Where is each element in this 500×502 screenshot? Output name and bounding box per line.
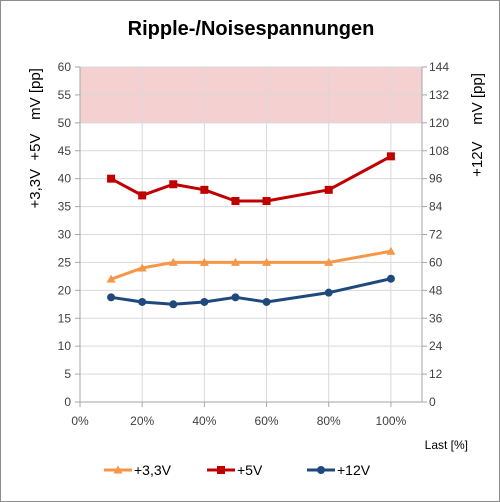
y-tick-label-left: 5 — [64, 367, 71, 381]
series-line-33v — [110, 249, 392, 281]
data-point-12v — [262, 297, 271, 306]
x-tick-label: 80% — [317, 414, 341, 428]
y-tick-label-right: 120 — [429, 116, 449, 130]
legend-label-5v: +5V — [237, 462, 263, 478]
data-point-5v — [200, 185, 209, 194]
y-tick-label-right: 60 — [429, 255, 443, 269]
y-tick-label-left: 30 — [58, 228, 72, 242]
data-point-33v — [168, 257, 178, 266]
data-point-33v — [324, 257, 334, 266]
y-tick-label-left: 55 — [58, 88, 72, 102]
y-tick-label-right: 96 — [429, 172, 443, 186]
series-line-12v — [110, 277, 392, 306]
data-point-5v — [107, 174, 116, 183]
data-point-5v — [169, 180, 178, 189]
data-point-12v — [107, 293, 116, 302]
legend-label-12v: +12V — [337, 462, 371, 478]
y-tick-label-right: 36 — [429, 311, 443, 325]
data-point-33v — [230, 257, 240, 266]
data-point-33v — [106, 274, 116, 283]
data-point-33v — [262, 257, 272, 266]
y-tick-label-left: 50 — [58, 116, 72, 130]
y-tick-label-left: 0 — [64, 395, 71, 409]
y-tick-label-right: 132 — [429, 88, 449, 102]
y-tick-label-right: 24 — [429, 339, 443, 353]
y-tick-label-right: 144 — [429, 60, 449, 74]
y-tick-label-left: 60 — [58, 60, 72, 74]
data-point-12v — [324, 288, 333, 297]
y-tick-label-right: 12 — [429, 367, 443, 381]
y-tick-label-left: 35 — [58, 200, 72, 214]
legend-marker-5v — [217, 466, 225, 474]
data-point-12v — [200, 297, 209, 306]
y-tick-label-right: 84 — [429, 200, 443, 214]
y-tick-label-right: 48 — [429, 283, 443, 297]
y-axis-label-right: +12V mV [pp] — [469, 73, 486, 177]
y-tick-label-left: 20 — [58, 283, 72, 297]
data-point-12v — [169, 300, 178, 309]
data-point-12v — [231, 293, 240, 302]
data-point-33v — [386, 246, 396, 255]
series-line-5v — [110, 155, 392, 203]
y-tick-label-right: 0 — [429, 395, 436, 409]
data-point-5v — [262, 197, 271, 205]
data-point-12v — [386, 274, 395, 283]
legend-marker-12v — [317, 466, 325, 474]
data-point-5v — [231, 197, 240, 205]
data-point-5v — [138, 191, 147, 200]
y-tick-label-left: 15 — [58, 311, 72, 325]
x-tick-label: 0% — [71, 414, 89, 428]
x-tick-label: 100% — [376, 414, 407, 428]
x-tick-label: 40% — [192, 414, 216, 428]
x-tick-label: 60% — [255, 414, 279, 428]
x-axis-label: Last [%] — [425, 438, 468, 452]
y-tick-label-left: 40 — [58, 172, 72, 186]
y-tick-label-right: 108 — [429, 144, 449, 158]
legend-label-33v: +3,3V — [134, 462, 172, 478]
y-tick-label-right: 72 — [429, 228, 443, 242]
data-point-5v — [386, 152, 395, 161]
y-tick-label-left: 10 — [58, 339, 72, 353]
y-axis-label-left-unit: mV [pp] — [27, 68, 44, 120]
y-axis-label-left-series: +3,3V +5V — [27, 133, 44, 208]
y-tick-label-left: 25 — [58, 255, 72, 269]
data-point-33v — [199, 257, 209, 266]
legend-marker-33v — [113, 465, 123, 474]
data-point-5v — [324, 185, 333, 194]
data-point-12v — [138, 297, 147, 306]
legend: +3,3V +5V +12V — [104, 462, 371, 478]
x-tick-label: 20% — [130, 414, 154, 428]
chart-title: Ripple-/Noisespannungen — [128, 18, 375, 40]
y-tick-label-left: 45 — [58, 144, 72, 158]
data-point-33v — [137, 263, 147, 272]
